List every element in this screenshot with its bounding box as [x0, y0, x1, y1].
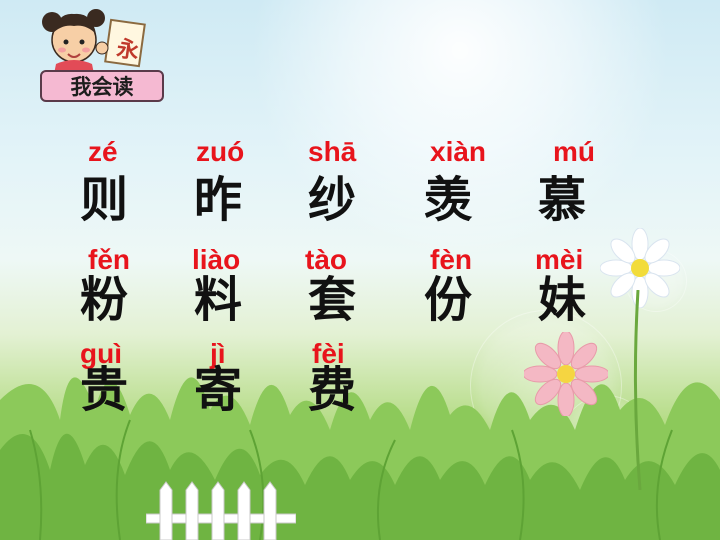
pink-daisy-icon: [524, 332, 608, 416]
pinyin-label: zuó: [196, 136, 245, 167]
pinyin-label: guì: [80, 338, 122, 369]
hanzi-char: 料: [194, 272, 243, 328]
hanzi-char: 则: [80, 172, 129, 228]
hanzi-char: 费: [308, 362, 357, 418]
picket-fence-icon: [146, 481, 296, 540]
pinyin-label: fèn: [430, 244, 472, 275]
hanzi-char: 贵: [80, 362, 129, 418]
grass-field: [0, 377, 720, 540]
hanzi-char: 份: [424, 272, 473, 328]
hanzi-char: 昨: [194, 172, 243, 228]
badge-label: 我会读: [70, 75, 134, 99]
pinyin-label: mú: [553, 136, 595, 167]
hanzi-char: 寄: [194, 362, 243, 418]
card-char: 永: [115, 35, 141, 65]
white-daisy-icon: [600, 228, 680, 308]
pinyin-label: liào: [192, 244, 241, 275]
hanzi-char: 纱: [308, 172, 357, 228]
hanzi-char: 套: [308, 272, 357, 328]
pinyin-label: shā: [308, 136, 357, 167]
hanzi-char: 妹: [538, 272, 587, 328]
pinyin-label: jì: [210, 338, 226, 369]
pinyin-label: fèi: [312, 338, 345, 369]
pinyin-label: mèi: [535, 244, 584, 275]
pinyin-label: fěn: [88, 244, 130, 275]
hanzi-char: 慕: [538, 172, 587, 228]
pinyin-label: tào: [305, 244, 347, 275]
pinyin-label: xiàn: [430, 136, 487, 167]
pinyin-label: zé: [88, 136, 118, 167]
flower-stem: [633, 290, 642, 490]
hanzi-char: 羡: [424, 172, 473, 228]
section-badge: 我会读: [40, 70, 164, 102]
hanzi-char: 粉: [80, 272, 129, 328]
